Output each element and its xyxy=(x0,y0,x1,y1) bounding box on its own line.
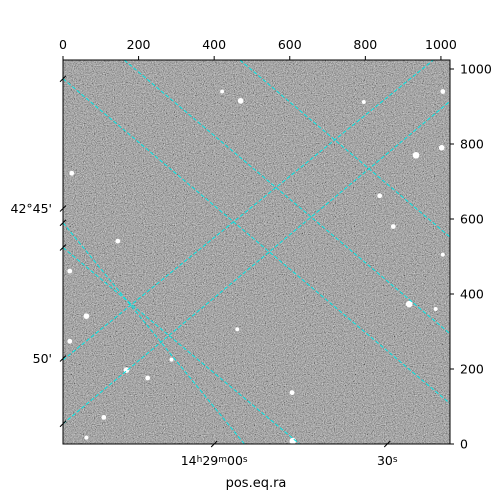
star-5 xyxy=(377,193,383,199)
right-tick-label-2: 400 xyxy=(460,287,484,302)
left-grid-tick-1 xyxy=(59,244,67,251)
star-22 xyxy=(84,435,89,440)
top-tick-label-1: 200 xyxy=(127,37,151,52)
star-23 xyxy=(440,252,445,257)
top-tick-label-3: 600 xyxy=(278,37,302,52)
star-17 xyxy=(289,437,297,444)
star-21 xyxy=(101,414,107,420)
star-0 xyxy=(237,98,244,104)
x-axis-title: pos.eq.ra xyxy=(226,476,287,491)
ra-tick-1 xyxy=(383,440,391,448)
star-2 xyxy=(438,144,445,151)
dec-tick-0 xyxy=(59,205,67,212)
top-tick-label-2: 400 xyxy=(202,37,226,52)
ra-tick-label-0: 14h29m00s xyxy=(181,453,248,468)
right-tick-label-1: 200 xyxy=(460,362,484,377)
star-12 xyxy=(67,338,73,344)
dec-tick-label-1: 50' xyxy=(33,351,52,366)
grid-line-1 xyxy=(63,247,300,444)
pixel-y-axis-right: 0 200 400 600 800 1000 xyxy=(450,62,492,452)
star-16 xyxy=(289,390,295,396)
star-19 xyxy=(433,307,438,311)
ra-axis-bottom: 14h29m00s 30s xyxy=(181,440,398,468)
star-8 xyxy=(115,238,121,244)
top-tick-label-5: 1000 xyxy=(425,37,457,52)
top-tick-label-4: 800 xyxy=(353,37,377,52)
star-20 xyxy=(235,327,240,332)
right-tick-label-4: 800 xyxy=(460,137,484,152)
star-18 xyxy=(361,100,366,104)
ra-tick-label-1: 30s xyxy=(377,453,398,468)
dec-tick-1 xyxy=(59,355,67,362)
left-grid-tick-3 xyxy=(59,420,67,428)
star-3 xyxy=(440,89,446,94)
star-14 xyxy=(145,375,151,381)
star-markers xyxy=(67,89,446,444)
grid-line-4 xyxy=(63,60,434,361)
star-9 xyxy=(67,268,73,274)
grid-line-0 xyxy=(63,78,450,404)
pixel-x-axis-top: 0 200 400 600 800 1000 xyxy=(59,37,457,60)
plot-frame xyxy=(62,59,451,445)
image-area xyxy=(63,60,450,444)
right-tick-label-0: 0 xyxy=(460,437,468,452)
dec-tick-label-0: 42°45' xyxy=(11,201,53,216)
left-grid-tick-2 xyxy=(59,219,67,227)
dec-axis-left: 42°45' 50' xyxy=(11,75,67,428)
right-tick-label-5: 1000 xyxy=(460,62,492,77)
grid-line-5 xyxy=(239,60,450,238)
right-tick-label-3: 600 xyxy=(460,212,484,227)
star-10 xyxy=(405,300,413,308)
grid-line-6 xyxy=(123,60,450,335)
left-grid-tick-0 xyxy=(59,75,67,83)
star-11 xyxy=(83,313,90,319)
top-tick-label-0: 0 xyxy=(59,37,67,52)
coordinate-grid xyxy=(63,60,450,444)
star-1 xyxy=(412,151,420,159)
star-7 xyxy=(390,224,396,229)
ra-tick-0 xyxy=(210,440,218,448)
star-4 xyxy=(69,170,75,176)
star-6 xyxy=(220,89,225,94)
star-15 xyxy=(169,357,174,362)
